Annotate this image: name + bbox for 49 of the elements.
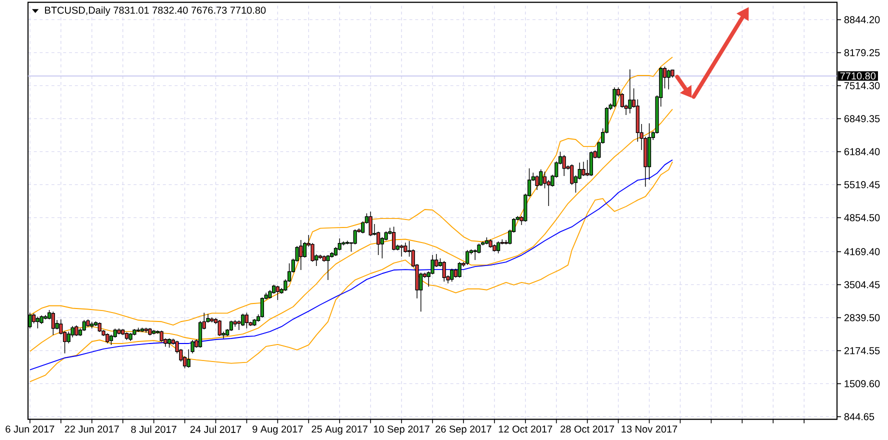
candlestick xyxy=(628,68,632,114)
candlestick xyxy=(233,320,237,328)
x-tick-label: 8 Jul 2017 xyxy=(131,426,176,433)
candlestick xyxy=(128,332,132,342)
x-tick-label: 25 Aug 2017 xyxy=(312,426,368,435)
x-tick-label: 22 Jun 2017 xyxy=(64,426,119,433)
x-tick-label: 24 Jul 2017 xyxy=(190,426,242,433)
y-tick-label: 6184.40 xyxy=(844,148,880,156)
x-tick-label: 10 Sep 2017 xyxy=(374,426,430,435)
y-tick-label: 6849.35 xyxy=(844,115,880,122)
candlestick xyxy=(647,122,652,180)
line-series xyxy=(29,56,673,326)
candlestick xyxy=(430,254,434,275)
x-tick-label: 13 Nov 2017 xyxy=(622,426,678,433)
candlestick xyxy=(400,244,404,258)
y-tick-label: 4854.50 xyxy=(844,214,880,222)
candlestick xyxy=(578,162,582,180)
y-tick-label: 1509.60 xyxy=(844,380,880,388)
x-tick-label: 26 Sep 2017 xyxy=(436,426,492,435)
candlestick xyxy=(144,327,148,334)
y-tick-label: 7514.30 xyxy=(844,82,880,90)
y-tick-label: 2174.55 xyxy=(844,347,880,354)
candlestick xyxy=(353,228,357,245)
y-tick-label: 844.65 xyxy=(844,413,874,420)
x-tick-label: 28 Oct 2017 xyxy=(560,426,614,433)
chart-title: BTCUSD,Daily 7831.01 7832.40 7676.73 7710.80 xyxy=(45,6,266,16)
candlestick xyxy=(612,86,616,108)
y-tick-label: 8844.20 xyxy=(844,16,880,24)
candlestick xyxy=(70,326,74,338)
candlestick xyxy=(148,328,152,336)
candlestick xyxy=(117,328,121,335)
y-tick-label: 3504.45 xyxy=(844,281,880,288)
x-tick-label: 6 Jun 2017 xyxy=(6,426,54,433)
candlestick xyxy=(326,254,330,280)
candlestick xyxy=(562,154,566,176)
x-tick-label: 9 Aug 2017 xyxy=(252,426,303,435)
y-tick-label: 2839.50 xyxy=(844,314,880,322)
y-tick-label: 4169.40 xyxy=(844,248,880,256)
candlestick xyxy=(384,231,388,241)
candlestick xyxy=(299,240,303,270)
y-tick-label: 8179.25 xyxy=(844,49,880,56)
candlestick xyxy=(535,174,539,190)
ref-line-label: 7710.80 xyxy=(840,72,876,80)
candlestick xyxy=(473,248,477,260)
candlestick xyxy=(644,136,648,188)
candlestick xyxy=(40,314,44,324)
y-tick-label: 5519.45 xyxy=(844,181,880,188)
x-tick-label: 12 Oct 2017 xyxy=(498,426,552,433)
candlestick xyxy=(132,328,136,336)
